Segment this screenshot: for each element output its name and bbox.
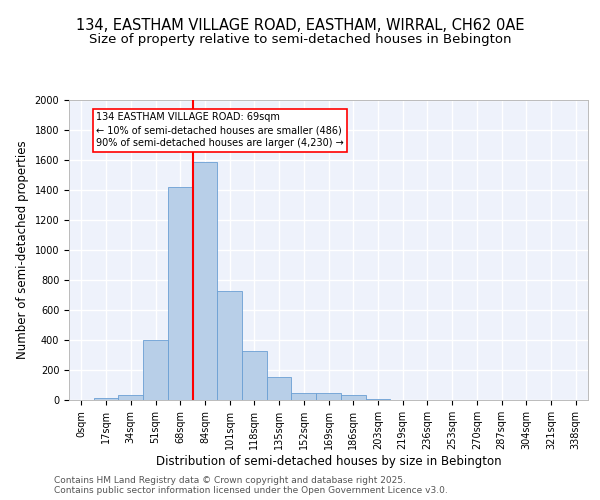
Text: Contains HM Land Registry data © Crown copyright and database right 2025.
Contai: Contains HM Land Registry data © Crown c…	[54, 476, 448, 495]
Bar	[316, 393, 341, 400]
Bar	[242, 350, 267, 400]
Bar	[292, 392, 316, 400]
Bar	[193, 162, 217, 400]
Bar	[217, 291, 242, 400]
Bar	[143, 340, 168, 400]
Text: 134, EASTHAM VILLAGE ROAD, EASTHAM, WIRRAL, CH62 0AE: 134, EASTHAM VILLAGE ROAD, EASTHAM, WIRR…	[76, 18, 524, 32]
Bar	[365, 399, 390, 400]
Bar	[94, 398, 118, 400]
Y-axis label: Number of semi-detached properties: Number of semi-detached properties	[16, 140, 29, 360]
Text: Size of property relative to semi-detached houses in Bebington: Size of property relative to semi-detach…	[89, 32, 511, 46]
Bar	[168, 187, 193, 400]
X-axis label: Distribution of semi-detached houses by size in Bebington: Distribution of semi-detached houses by …	[155, 454, 502, 468]
Bar	[118, 395, 143, 400]
Bar	[341, 395, 365, 400]
Bar	[267, 377, 292, 400]
Text: 134 EASTHAM VILLAGE ROAD: 69sqm
← 10% of semi-detached houses are smaller (486)
: 134 EASTHAM VILLAGE ROAD: 69sqm ← 10% of…	[96, 112, 344, 148]
